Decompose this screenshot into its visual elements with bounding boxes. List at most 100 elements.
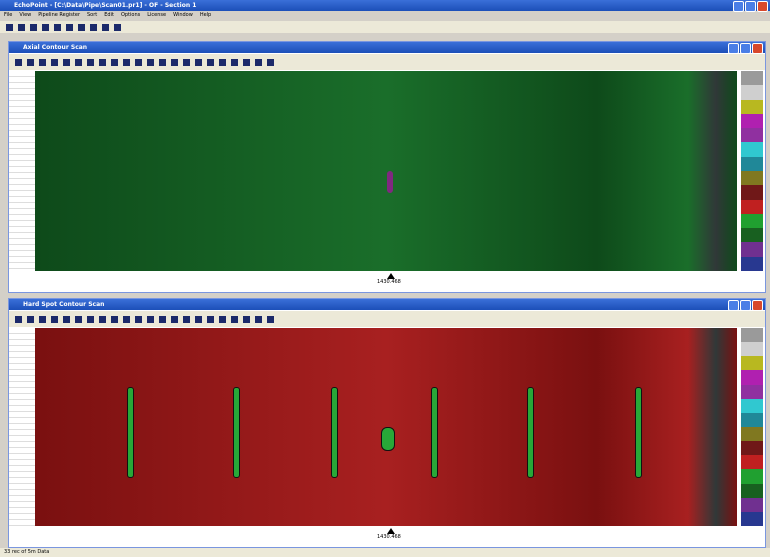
tool-button[interactable] — [219, 59, 226, 66]
defect — [635, 387, 642, 478]
app-title: EchoPoint - [C:\Data\Pipe\Scan01.pr1] - … — [14, 2, 196, 9]
menu-item[interactable]: Pipeline Register — [38, 12, 80, 20]
tool-button[interactable] — [231, 59, 238, 66]
tool-button[interactable] — [99, 316, 106, 323]
tool-button[interactable] — [183, 59, 190, 66]
tool-button[interactable] — [243, 316, 250, 323]
legend-swatch — [741, 498, 763, 512]
window-title: Hard Spot Contour Scan — [23, 301, 104, 308]
window-toolbar — [9, 311, 765, 327]
defect — [387, 171, 393, 193]
tool-button[interactable] — [195, 316, 202, 323]
main-toolbar — [0, 21, 770, 33]
menu-item[interactable]: License — [147, 12, 166, 20]
legend-swatch — [741, 399, 763, 413]
tool-button[interactable] — [135, 59, 142, 66]
scan-axis — [9, 71, 35, 271]
tool-button[interactable] — [111, 59, 118, 66]
legend-swatch — [741, 455, 763, 469]
tool-button[interactable] — [111, 316, 118, 323]
legend-swatch — [741, 200, 763, 214]
tool-button[interactable] — [243, 59, 250, 66]
app-title-bar: EchoPoint - [C:\Data\Pipe\Scan01.pr1] - … — [0, 0, 770, 11]
defect — [431, 387, 438, 478]
tool-button[interactable] — [147, 316, 154, 323]
tool-button[interactable] — [27, 316, 34, 323]
legend-swatch — [741, 85, 763, 99]
tool-button[interactable] — [27, 59, 34, 66]
menu-bar: File View Pipeline Register Sort Edit Options… — [4, 12, 211, 20]
window-toolbar — [9, 54, 765, 70]
tool-button[interactable] — [39, 59, 46, 66]
legend-swatch — [741, 342, 763, 356]
legend-swatch — [741, 257, 763, 271]
menu-item[interactable]: Options — [121, 12, 140, 20]
scan-image — [35, 71, 737, 271]
scan-image — [35, 328, 737, 526]
tool-button[interactable] — [63, 59, 70, 66]
menu-item[interactable]: File — [4, 12, 12, 20]
legend-swatch — [741, 469, 763, 483]
legend-swatch — [741, 370, 763, 384]
tool-button[interactable] — [15, 316, 22, 323]
tool-button[interactable] — [171, 316, 178, 323]
tool-button[interactable] — [63, 316, 70, 323]
tool-button[interactable] — [87, 316, 94, 323]
tool-button[interactable] — [219, 316, 226, 323]
position-label: 1430.468 — [377, 534, 401, 540]
scan-window: Hard Spot Contour Scan 1430.468 — [8, 298, 766, 548]
menu-item[interactable]: View — [19, 12, 31, 20]
tool-button[interactable] — [159, 316, 166, 323]
tool-button[interactable] — [87, 59, 94, 66]
scan-axis — [9, 328, 35, 526]
legend-swatch — [741, 71, 763, 85]
tool-button[interactable] — [75, 316, 82, 323]
tool-button[interactable] — [99, 59, 106, 66]
menu-item[interactable]: Sort — [87, 12, 97, 20]
tool-button[interactable] — [51, 316, 58, 323]
tool-button[interactable] — [231, 316, 238, 323]
legend-swatch — [741, 242, 763, 256]
legend-swatch — [741, 185, 763, 199]
tool-button[interactable] — [123, 316, 130, 323]
legend-swatch — [741, 142, 763, 156]
tool-button[interactable] — [267, 59, 274, 66]
legend-swatch — [741, 228, 763, 242]
tool-button[interactable] — [255, 59, 262, 66]
menu-item[interactable]: Help — [200, 12, 211, 20]
legend-swatch — [741, 328, 763, 342]
tool-button[interactable] — [147, 59, 154, 66]
tool-button[interactable] — [39, 316, 46, 323]
tool-button[interactable] — [15, 59, 22, 66]
tool-button[interactable] — [207, 316, 214, 323]
window-title-bar: Hard Spot Contour Scan — [9, 299, 765, 310]
status-bar: 33 rec of 5m Data — [0, 548, 770, 557]
defect — [127, 387, 134, 478]
legend-swatch — [741, 413, 763, 427]
tool-button[interactable] — [123, 59, 130, 66]
tool-button[interactable] — [255, 316, 262, 323]
tool-button[interactable] — [195, 59, 202, 66]
tool-button[interactable] — [135, 316, 142, 323]
window-title-bar: Axial Contour Scan — [9, 42, 765, 53]
tool-button[interactable] — [51, 59, 58, 66]
defect — [331, 387, 338, 478]
defect — [381, 427, 395, 451]
legend-swatch — [741, 114, 763, 128]
legend-swatch — [741, 484, 763, 498]
color-legend — [741, 328, 763, 526]
tool-button[interactable] — [207, 59, 214, 66]
legend-swatch — [741, 100, 763, 114]
defect — [233, 387, 240, 478]
tool-button[interactable] — [171, 59, 178, 66]
tool-button[interactable] — [159, 59, 166, 66]
menu-item[interactable]: Edit — [104, 12, 114, 20]
defect — [527, 387, 534, 478]
menu-item[interactable]: Window — [173, 12, 193, 20]
legend-swatch — [741, 214, 763, 228]
tool-button[interactable] — [183, 316, 190, 323]
legend-swatch — [741, 128, 763, 142]
tool-button[interactable] — [267, 316, 274, 323]
tool-button[interactable] — [75, 59, 82, 66]
